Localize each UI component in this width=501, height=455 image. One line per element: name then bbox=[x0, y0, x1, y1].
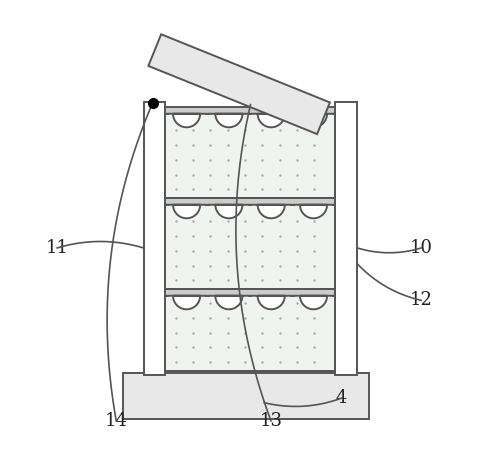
Polygon shape bbox=[209, 205, 249, 218]
Polygon shape bbox=[252, 296, 291, 309]
Polygon shape bbox=[294, 296, 333, 309]
Polygon shape bbox=[167, 205, 206, 218]
Text: 14: 14 bbox=[105, 412, 128, 430]
Polygon shape bbox=[252, 114, 291, 127]
Polygon shape bbox=[209, 114, 249, 127]
Text: 12: 12 bbox=[410, 291, 432, 309]
Polygon shape bbox=[209, 296, 249, 309]
Polygon shape bbox=[294, 205, 333, 218]
Text: 4: 4 bbox=[336, 389, 347, 407]
Bar bbox=[165, 205, 335, 289]
Bar bbox=[123, 373, 369, 419]
Bar bbox=[165, 289, 335, 296]
Bar bbox=[335, 102, 357, 375]
Text: 11: 11 bbox=[46, 239, 69, 257]
Text: 13: 13 bbox=[260, 412, 283, 430]
Polygon shape bbox=[148, 34, 330, 134]
Bar bbox=[165, 198, 335, 205]
Polygon shape bbox=[167, 114, 206, 127]
Text: 10: 10 bbox=[410, 239, 433, 257]
Polygon shape bbox=[294, 114, 333, 127]
Bar bbox=[165, 114, 335, 198]
Bar bbox=[144, 102, 165, 375]
Polygon shape bbox=[252, 205, 291, 218]
Polygon shape bbox=[167, 296, 206, 309]
Bar bbox=[165, 107, 335, 114]
Bar bbox=[165, 296, 335, 371]
